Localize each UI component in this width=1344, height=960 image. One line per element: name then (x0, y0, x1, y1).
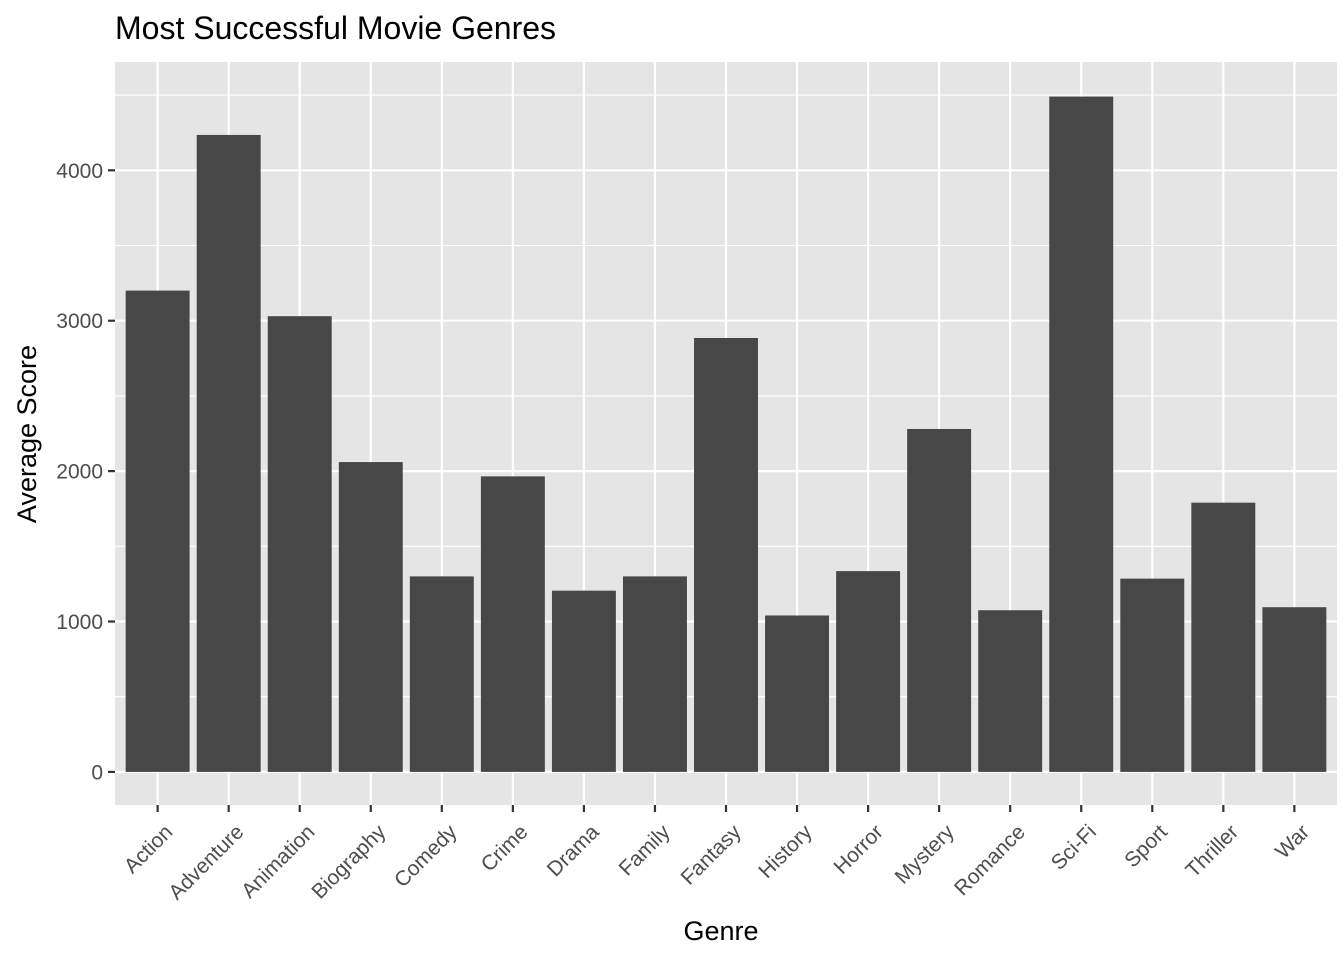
y-tick-label: 2000 (56, 461, 103, 484)
bars (125, 96, 1327, 772)
y-tick-label: 1000 (56, 611, 103, 634)
bar (978, 610, 1043, 772)
bar (836, 571, 901, 772)
bar (409, 576, 474, 772)
bar (765, 615, 830, 772)
x-tick-label: Horror (829, 820, 887, 878)
bar (622, 576, 687, 772)
bar (1262, 607, 1327, 772)
y-tick-label: 3000 (56, 310, 103, 333)
bar (267, 316, 332, 772)
bar (907, 428, 972, 772)
bar (338, 462, 403, 772)
y-axis-title: Average Score (12, 345, 42, 523)
x-axis-title: Genre (683, 916, 758, 946)
x-tick-label: War (1271, 820, 1314, 863)
bar (551, 590, 616, 772)
x-tick-label: Fantasy (677, 820, 746, 889)
x-tick-label: Comedy (390, 820, 462, 892)
y-tick-label: 4000 (56, 160, 103, 183)
bar (125, 290, 190, 772)
bar (196, 134, 261, 772)
x-tick-label: History (754, 820, 817, 883)
x-tick-label: Adventure (164, 820, 248, 904)
x-tick-label: Romance (950, 820, 1030, 900)
x-tick-label: Sport (1120, 820, 1172, 872)
bar (1120, 578, 1185, 772)
x-tick-label: Biography (307, 820, 390, 903)
x-tick-label: Animation (237, 820, 319, 902)
x-tick-label: Action (120, 820, 178, 878)
x-tick-label: Crime (477, 820, 533, 876)
x-tick-label: Drama (543, 820, 604, 881)
bar (480, 476, 545, 772)
x-tick-label: Family (615, 820, 675, 880)
chart-title: Most Successful Movie Genres (115, 10, 556, 46)
bar (1049, 96, 1114, 772)
bar (1191, 502, 1256, 772)
x-tick-label: Sci-Fi (1047, 820, 1101, 874)
x-tick-label: Thriller (1181, 820, 1243, 882)
y-axis: 0 1000 2000 3000 4000 (56, 160, 115, 784)
x-tick-label: Mystery (891, 820, 960, 889)
bar (694, 337, 758, 772)
y-tick-label: 0 (91, 761, 103, 784)
